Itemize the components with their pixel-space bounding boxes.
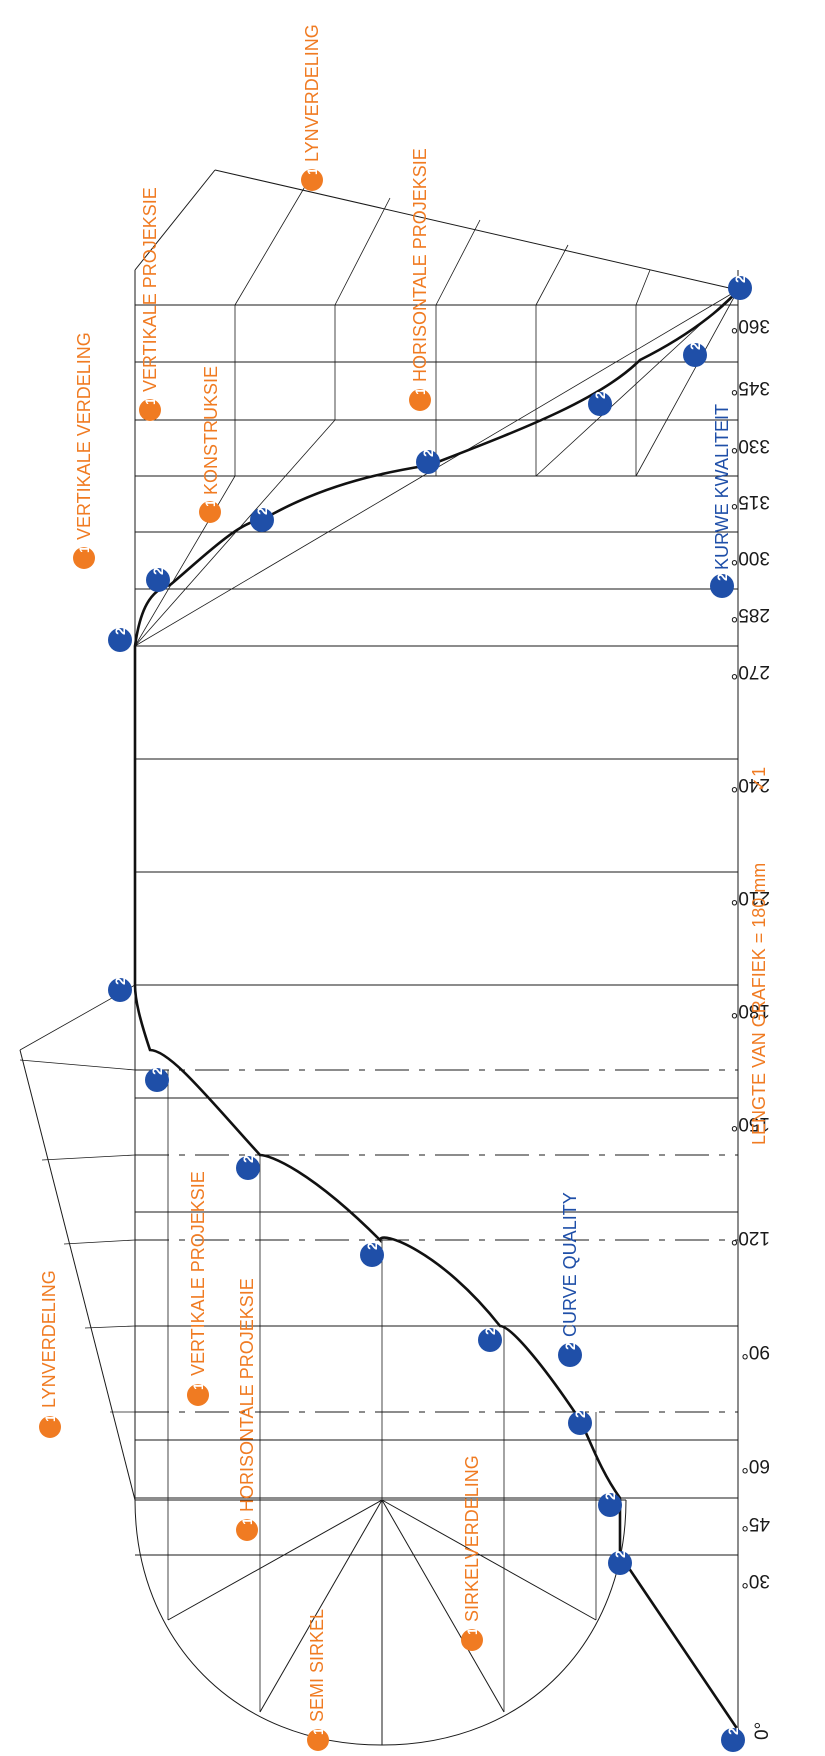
svg-text:1: 1	[464, 1627, 480, 1635]
svg-text:1: 1	[310, 1727, 326, 1735]
svg-text:2: 2	[612, 1550, 628, 1558]
angle-label-360: 360°	[731, 315, 770, 336]
label-vertikale-projeksie-b: VERTIKALE PROJEKSIE	[140, 187, 160, 392]
label-lengte: LENGTE VAN GRAFIEK = 180 mm	[749, 863, 769, 1145]
badge-2-300	[250, 508, 274, 532]
angle-label-285: 285°	[731, 604, 770, 625]
label-konstruksie: KONSTRUKSIE	[201, 366, 221, 495]
label-lynverdeling-b: LYNVERDELING	[302, 24, 322, 162]
badge-2-285	[146, 568, 170, 592]
angle-label-150: 150°	[731, 1113, 770, 1134]
label-check: ✓1	[749, 767, 769, 792]
svg-text:1: 1	[142, 397, 158, 405]
angle-label-45: 45°	[741, 1513, 770, 1534]
label-vertikale-projeksie-a: VERTIKALE PROJEKSIE	[188, 1171, 208, 1376]
svg-text:2: 2	[562, 1342, 578, 1350]
label-sirkelverdeling: SIRKELVERDELING	[462, 1455, 482, 1622]
angle-label-210: 210°	[731, 887, 770, 908]
angle-label-90: 90°	[741, 1341, 770, 1362]
angle-label-300: 300°	[731, 547, 770, 568]
svg-text:1: 1	[304, 167, 320, 175]
svg-text:2: 2	[149, 1067, 165, 1075]
label-curve-quality: CURVE QUALITY	[560, 1192, 580, 1337]
angle-label-120: 120°	[731, 1227, 770, 1248]
badge-1-lynverdeling-b	[301, 169, 323, 191]
badge-2-330	[588, 392, 612, 416]
svg-text:2: 2	[602, 1492, 618, 1500]
badge-1-konstruksie	[199, 501, 221, 523]
badge-2-60	[568, 1411, 592, 1435]
badge-1-semi-sirkel	[307, 1729, 329, 1751]
svg-text:2: 2	[420, 449, 436, 457]
badge-2-135	[236, 1156, 260, 1180]
angle-label-60: 60°	[741, 1455, 770, 1476]
label-semi-sirkel: SEMI SIRKEL	[307, 1609, 327, 1722]
badge-2-180	[108, 978, 132, 1002]
svg-text:1: 1	[42, 1414, 58, 1422]
angle-label-315: 315°	[731, 491, 770, 512]
svg-text:2: 2	[112, 627, 128, 635]
angle-label-330: 330°	[731, 435, 770, 456]
badge-2-270	[108, 628, 132, 652]
badge-2-30	[608, 1551, 632, 1575]
badge-2-curve-quality	[558, 1343, 582, 1367]
badge-2-90	[478, 1328, 502, 1352]
svg-text:2: 2	[254, 507, 270, 515]
svg-text:2: 2	[150, 567, 166, 575]
svg-text:1: 1	[202, 499, 218, 507]
svg-text:1: 1	[76, 545, 92, 553]
angle-label-0: 0°	[752, 1722, 773, 1740]
angle-label-180: 180°	[731, 1000, 770, 1021]
label-vertikale-verdeling: VERTIKALE VERDELING	[74, 332, 94, 540]
svg-text:2: 2	[732, 275, 748, 283]
svg-text:2: 2	[572, 1410, 588, 1418]
badge-2-0	[721, 1728, 745, 1752]
badge-1-vertikale-projeksie-b	[139, 399, 161, 421]
badge-1-horisontale-projeksie-b	[409, 389, 431, 411]
angle-label-270: 270°	[731, 661, 770, 682]
badge-1-lynverdeling-a	[39, 1416, 61, 1438]
badge-2-150	[145, 1068, 169, 1092]
badge-2-kurwe-kwaliteit	[710, 574, 734, 598]
label-horisontale-projeksie-a: HORISONTALE PROJEKSIE	[237, 1278, 257, 1512]
displacement-curve	[133, 289, 740, 1731]
angle-labels: 0° 30° 45° 60° 90° 120° 150° 180° 210° 2…	[731, 315, 773, 1740]
orange-annotations: 1 1 1 1 1 1 1 1 1 1 LYNVERDELING VERTIKA…	[39, 24, 769, 1751]
badge-2-345	[683, 343, 707, 367]
svg-text:2: 2	[364, 1242, 380, 1250]
svg-text:2: 2	[592, 391, 608, 399]
badge-1-horisontale-projeksie-a	[236, 1519, 258, 1541]
svg-text:2: 2	[714, 573, 730, 581]
angle-label-345: 345°	[731, 377, 770, 398]
svg-text:2: 2	[725, 1727, 741, 1735]
angle-label-240: 240°	[731, 774, 770, 795]
badge-1-vertikale-projeksie-a	[187, 1384, 209, 1406]
label-kurwe-kwaliteit: KURWE KWALITEIT	[712, 404, 732, 570]
svg-text:2: 2	[482, 1327, 498, 1335]
construction-lines	[19, 169, 739, 1746]
svg-text:1: 1	[239, 1517, 255, 1525]
badge-2-315	[416, 450, 440, 474]
svg-text:1: 1	[190, 1382, 206, 1390]
label-horisontale-projeksie-b: HORISONTALE PROJEKSIE	[410, 148, 430, 382]
badge-2-120	[360, 1243, 384, 1267]
badge-2-45	[598, 1493, 622, 1517]
svg-text:2: 2	[687, 342, 703, 350]
badge-2-360	[728, 276, 752, 300]
angle-label-30: 30°	[741, 1570, 770, 1591]
label-lynverdeling-a: LYNVERDELING	[39, 1270, 59, 1408]
badge-1-vertikale-verdeling	[73, 547, 95, 569]
svg-text:2: 2	[240, 1155, 256, 1163]
badge-1-sirkelverdeling	[461, 1629, 483, 1651]
svg-text:1: 1	[412, 387, 428, 395]
blue-annotations: 2 2 2 2 2 2 2 2 2 2 2 2 2 2 2 2 2 2 CURV…	[108, 275, 752, 1752]
svg-text:2: 2	[112, 977, 128, 985]
